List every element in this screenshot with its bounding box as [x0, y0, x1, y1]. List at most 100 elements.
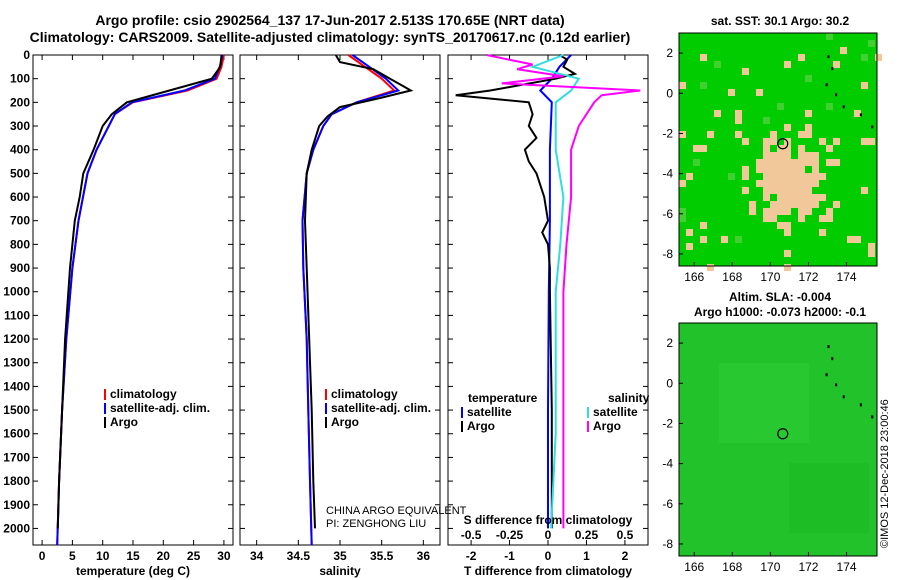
- sst-map-cell: [686, 229, 693, 236]
- salinity-xtick-label: 34: [250, 549, 264, 563]
- sst-map-island: [827, 55, 830, 59]
- sst-map-cell: [728, 173, 735, 180]
- sst-map-cell: [763, 159, 770, 166]
- sst-map-cell: [700, 82, 707, 89]
- sst-map-cell: [693, 145, 700, 152]
- sst-map-cell: [777, 103, 784, 110]
- temperature-xtick-label: 25: [187, 549, 201, 563]
- sst-map-cell: [763, 138, 770, 145]
- sst-map-cell: [791, 187, 798, 194]
- differences-xtick-label: 0: [545, 549, 552, 563]
- sst-map-cell: [826, 215, 833, 222]
- diff-salinity-axis-label: S difference from climatology: [464, 513, 633, 527]
- sst-map-cell: [812, 173, 819, 180]
- sst-map-title: sat. SST: 30.1 Argo: 30.2: [710, 14, 850, 28]
- sla-map-title-line2: Argo h1000: -0.073 h2000: -0.1: [693, 305, 867, 319]
- sst-map-cell: [791, 201, 798, 208]
- sst-map-cell: [784, 159, 791, 166]
- sst-map-cell: [728, 89, 735, 96]
- sla-map-island: [827, 345, 830, 349]
- sst-map-cell: [777, 201, 784, 208]
- diff-legend-salinity-label: Argo: [593, 419, 621, 433]
- sst-map-cell: [777, 187, 784, 194]
- sst-map-argo-position-marker: [777, 138, 789, 150]
- sla-map-ytick-label: -2: [662, 416, 673, 430]
- diff-legend-temperature-label: Argo: [467, 419, 495, 433]
- temperature-plot-frame: [32, 54, 234, 546]
- sst-map-cell: [840, 47, 847, 54]
- sla-map-ytick-label: 2: [666, 336, 673, 350]
- sst-map-cell: [742, 166, 749, 173]
- sst-map-cell: [826, 208, 833, 215]
- sst-map-cell: [770, 187, 777, 194]
- sst-map-cell: [777, 222, 784, 229]
- sst-map-cell: [812, 201, 819, 208]
- pi-annotation-line1: CHINA ARGO EQUIVALENT: [326, 505, 467, 517]
- sst-map-cell: [763, 166, 770, 173]
- depth-tick-label: 1800: [3, 474, 30, 488]
- sst-map-cell: [805, 194, 812, 201]
- sst-map-cell: [700, 54, 707, 61]
- sst-map-cell: [700, 145, 707, 152]
- sst-map-cell: [770, 201, 777, 208]
- depth-tick-label: 2000: [3, 521, 30, 535]
- differences-xtick-label: -2: [466, 549, 477, 563]
- depth-tick-label: 1600: [3, 427, 30, 441]
- sst-map-cell: [868, 138, 875, 145]
- sst-map-cell: [770, 159, 777, 166]
- sst-map-cell: [742, 138, 749, 145]
- salinity-xtick-label: 34.5: [287, 549, 311, 563]
- sst-map-ytick-label: -2: [662, 126, 673, 140]
- sst-map-cell: [749, 201, 756, 208]
- diff-salinity-tick-label: 0: [545, 528, 552, 542]
- sst-map-cell: [861, 82, 868, 89]
- sst-map-cell: [763, 187, 770, 194]
- temperature-xtick-label: 20: [157, 549, 171, 563]
- salinity-legend-label: Argo: [331, 415, 359, 429]
- sst-map-cell: [805, 201, 812, 208]
- sla-map-shade: [789, 463, 869, 533]
- sst-map-cell: [812, 159, 819, 166]
- sst-map-cell: [686, 243, 693, 250]
- sst-map-cell: [679, 215, 686, 222]
- sst-map-cell: [819, 215, 826, 222]
- chart-title-line2: Climatology: CARS2009. Satellite-adjuste…: [29, 29, 631, 45]
- sst-map-cell: [679, 131, 686, 138]
- sst-map-cell: [777, 159, 784, 166]
- temperature-series-climatology: [56, 54, 225, 546]
- salinity-series-satellite-adj-clim-: [301, 54, 401, 546]
- sst-map-cell: [679, 208, 686, 215]
- sst-map-cell: [770, 173, 777, 180]
- sst-map-ytick-label: 2: [666, 46, 673, 60]
- depth-tick-label: 1500: [3, 403, 30, 417]
- sst-map-cell: [791, 166, 798, 173]
- sst-map-cell: [784, 124, 791, 131]
- sst-map-cell: [812, 180, 819, 187]
- sst-map-cell: [805, 131, 812, 138]
- differences-xlabel: T difference from climatology: [464, 564, 632, 578]
- differences-xtick-label: -1: [504, 549, 515, 563]
- sst-map-island: [842, 105, 845, 109]
- sst-map-cell: [861, 54, 868, 61]
- sst-map-cell: [714, 61, 721, 68]
- sst-map-ytick-label: 0: [666, 86, 673, 100]
- differences-series-temperature-argo: [455, 54, 578, 529]
- sst-map-cell: [826, 103, 833, 110]
- sst-map-cell: [868, 243, 875, 250]
- sst-map-cell: [833, 138, 840, 145]
- sla-map-frame: [678, 322, 878, 557]
- temperature-xtick-label: 30: [217, 549, 231, 563]
- temperature-series-satellite-adj-clim-: [56, 54, 224, 546]
- sst-map-cell: [784, 187, 791, 194]
- diff-salinity-tick-label: 0.5: [617, 528, 634, 542]
- sla-map-title-line1: Altim. SLA: -0.004: [728, 290, 832, 304]
- sst-map-cell: [777, 173, 784, 180]
- sst-map-cell: [763, 215, 770, 222]
- sst-map-cell: [756, 166, 763, 173]
- depth-tick-label: 1400: [3, 379, 30, 393]
- sst-map-cell: [798, 180, 805, 187]
- sst-map-cell: [770, 131, 777, 138]
- depth-tick-label: 500: [10, 166, 30, 180]
- sst-map-cell: [770, 166, 777, 173]
- sst-map-cell: [784, 173, 791, 180]
